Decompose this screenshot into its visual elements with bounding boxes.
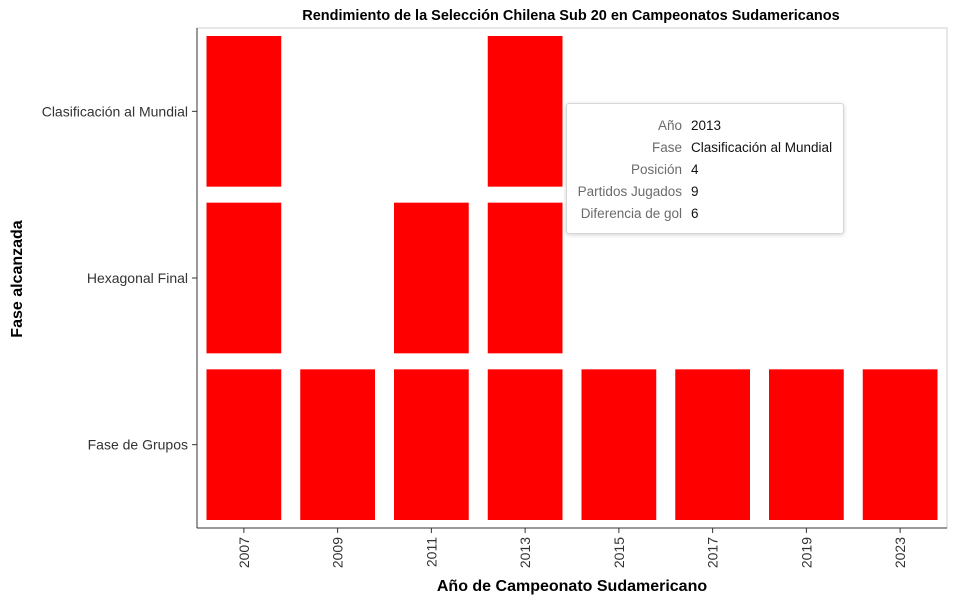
tooltip-value: 4	[691, 162, 699, 177]
cell-2007-fase-de-grupos[interactable]	[206, 369, 282, 520]
x-tick-label-2019: 2019	[798, 537, 814, 568]
cell-2009-fase-de-grupos[interactable]	[300, 369, 375, 520]
cell-group	[206, 36, 938, 520]
x-axis-title: Año de Campeonato Sudamericano	[437, 578, 707, 595]
cell-2013-fase-de-grupos[interactable]	[487, 369, 563, 520]
tooltip-key: Partidos Jugados	[577, 184, 682, 199]
x-tick-label-2015: 2015	[611, 537, 627, 568]
tooltip-row: Diferencia de gol 6	[567, 206, 843, 228]
hover-tooltip: Año 2013 Fase Clasificación al Mundial Posic…	[566, 103, 844, 234]
x-tick-label-2009: 2009	[330, 537, 346, 568]
cell-2019-fase-de-grupos[interactable]	[769, 369, 844, 520]
tooltip-row: Año 2013	[567, 118, 843, 140]
tooltip-value: 9	[691, 184, 699, 199]
tooltip-key: Diferencia de gol	[580, 206, 682, 221]
cell-2013-clasificación-al-mundial[interactable]	[487, 36, 563, 187]
tooltip-row: Fase Clasificación al Mundial	[567, 140, 843, 162]
x-tick-label-2011: 2011	[423, 537, 439, 567]
cell-2017-fase-de-grupos[interactable]	[675, 369, 750, 520]
cell-2013-hexagonal-final[interactable]	[487, 202, 563, 354]
cell-2011-hexagonal-final[interactable]	[394, 202, 469, 354]
cell-2007-hexagonal-final[interactable]	[206, 202, 282, 354]
y-tick-label: Clasificación al Mundial	[42, 103, 188, 119]
tooltip-key: Posición	[630, 162, 682, 177]
x-tick-label-2007: 2007	[236, 537, 252, 568]
chart-title: Rendimiento de la Selección Chilena Sub …	[302, 8, 839, 24]
tooltip-key: Fase	[651, 140, 682, 155]
x-tick-label-2017: 2017	[705, 537, 721, 568]
tooltip-key: Año	[657, 118, 682, 133]
tooltip-row: Partidos Jugados 9	[567, 184, 843, 206]
y-tick-label: Hexagonal Final	[87, 270, 188, 286]
tooltip-row: Posición 4	[567, 162, 843, 184]
cell-2023-fase-de-grupos[interactable]	[862, 369, 938, 520]
y-tick-group: Fase de Grupos Hexagonal Final Clasificaci…	[42, 103, 197, 453]
x-tick-label-2023: 2023	[892, 537, 908, 568]
tooltip-value: Clasificación al Mundial	[691, 140, 833, 155]
tooltip-value: 2013	[691, 118, 722, 133]
x-tick-label-2013: 2013	[517, 537, 533, 568]
cell-2015-fase-de-grupos[interactable]	[581, 369, 657, 520]
y-axis-title: Fase alcanzada	[9, 220, 26, 338]
y-tick-label: Fase de Grupos	[88, 437, 188, 453]
cell-2011-fase-de-grupos[interactable]	[394, 369, 469, 520]
x-tick-group: 2007 2009 2011 2013 2015 2017 2019 2023	[236, 528, 908, 568]
cell-2007-clasificación-al-mundial[interactable]	[206, 36, 282, 187]
tooltip-value: 6	[691, 206, 699, 221]
